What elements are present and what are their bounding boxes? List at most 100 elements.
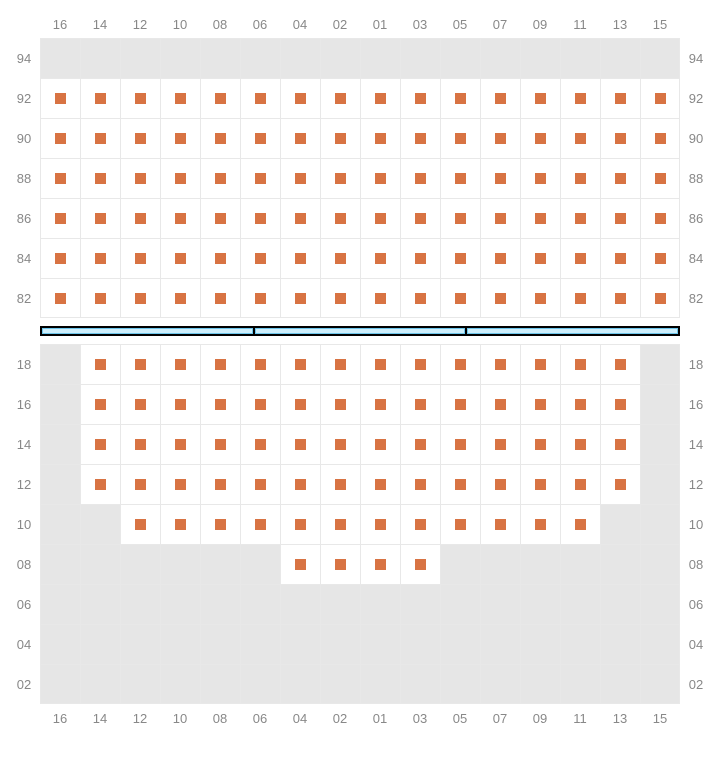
seat-cell[interactable]	[600, 158, 640, 198]
seat-cell[interactable]	[240, 424, 280, 464]
seat-cell[interactable]	[280, 118, 320, 158]
seat-cell[interactable]	[200, 78, 240, 118]
seat-cell[interactable]	[80, 344, 120, 384]
seat-cell[interactable]	[560, 278, 600, 318]
seat-cell[interactable]	[160, 198, 200, 238]
seat-cell[interactable]	[200, 344, 240, 384]
seat-cell[interactable]	[480, 118, 520, 158]
seat-cell[interactable]	[480, 464, 520, 504]
seat-cell[interactable]	[160, 238, 200, 278]
seat-cell[interactable]	[400, 384, 440, 424]
seat-cell[interactable]	[320, 384, 360, 424]
seat-cell[interactable]	[360, 424, 400, 464]
seat-cell[interactable]	[440, 504, 480, 544]
seat-cell[interactable]	[120, 78, 160, 118]
seat-cell[interactable]	[560, 238, 600, 278]
seat-cell[interactable]	[560, 198, 600, 238]
seat-cell[interactable]	[120, 278, 160, 318]
seat-cell[interactable]	[520, 344, 560, 384]
seat-cell[interactable]	[560, 118, 600, 158]
seat-cell[interactable]	[520, 198, 560, 238]
seat-cell[interactable]	[400, 118, 440, 158]
seat-cell[interactable]	[520, 384, 560, 424]
seat-cell[interactable]	[200, 278, 240, 318]
seat-cell[interactable]	[120, 504, 160, 544]
seat-cell[interactable]	[440, 158, 480, 198]
seat-cell[interactable]	[360, 504, 400, 544]
seat-cell[interactable]	[600, 118, 640, 158]
seat-cell[interactable]	[520, 278, 560, 318]
seat-cell[interactable]	[560, 464, 600, 504]
seat-cell[interactable]	[40, 158, 80, 198]
seat-cell[interactable]	[160, 78, 200, 118]
seat-cell[interactable]	[40, 118, 80, 158]
seat-cell[interactable]	[400, 78, 440, 118]
seat-cell[interactable]	[120, 464, 160, 504]
seat-cell[interactable]	[240, 278, 280, 318]
seat-cell[interactable]	[120, 424, 160, 464]
seat-cell[interactable]	[320, 198, 360, 238]
seat-cell[interactable]	[480, 158, 520, 198]
seat-cell[interactable]	[120, 158, 160, 198]
seat-cell[interactable]	[80, 238, 120, 278]
seat-cell[interactable]	[400, 198, 440, 238]
seat-cell[interactable]	[240, 158, 280, 198]
seat-cell[interactable]	[600, 384, 640, 424]
seat-cell[interactable]	[400, 344, 440, 384]
seat-cell[interactable]	[280, 424, 320, 464]
seat-cell[interactable]	[480, 344, 520, 384]
seat-cell[interactable]	[40, 238, 80, 278]
seat-cell[interactable]	[400, 504, 440, 544]
seat-cell[interactable]	[240, 78, 280, 118]
seat-cell[interactable]	[560, 78, 600, 118]
seat-cell[interactable]	[120, 198, 160, 238]
seat-cell[interactable]	[280, 504, 320, 544]
seat-cell[interactable]	[280, 464, 320, 504]
seat-cell[interactable]	[200, 118, 240, 158]
seat-cell[interactable]	[240, 344, 280, 384]
seat-cell[interactable]	[280, 544, 320, 584]
seat-cell[interactable]	[560, 344, 600, 384]
seat-cell[interactable]	[360, 198, 400, 238]
seat-cell[interactable]	[320, 78, 360, 118]
seat-cell[interactable]	[480, 278, 520, 318]
seat-cell[interactable]	[40, 278, 80, 318]
seat-cell[interactable]	[520, 464, 560, 504]
seat-cell[interactable]	[240, 118, 280, 158]
seat-cell[interactable]	[600, 198, 640, 238]
seat-cell[interactable]	[320, 158, 360, 198]
seat-cell[interactable]	[200, 158, 240, 198]
seat-cell[interactable]	[640, 238, 680, 278]
seat-cell[interactable]	[400, 464, 440, 504]
seat-cell[interactable]	[360, 464, 400, 504]
seat-cell[interactable]	[80, 158, 120, 198]
seat-cell[interactable]	[400, 424, 440, 464]
seat-cell[interactable]	[320, 464, 360, 504]
seat-cell[interactable]	[160, 384, 200, 424]
seat-cell[interactable]	[440, 464, 480, 504]
seat-cell[interactable]	[80, 278, 120, 318]
seat-cell[interactable]	[560, 504, 600, 544]
seat-cell[interactable]	[400, 158, 440, 198]
seat-cell[interactable]	[440, 344, 480, 384]
seat-cell[interactable]	[40, 78, 80, 118]
seat-cell[interactable]	[280, 78, 320, 118]
seat-cell[interactable]	[240, 504, 280, 544]
seat-cell[interactable]	[80, 384, 120, 424]
seat-cell[interactable]	[160, 464, 200, 504]
seat-cell[interactable]	[440, 278, 480, 318]
seat-cell[interactable]	[600, 238, 640, 278]
seat-cell[interactable]	[440, 198, 480, 238]
seat-cell[interactable]	[360, 544, 400, 584]
seat-cell[interactable]	[480, 198, 520, 238]
seat-cell[interactable]	[440, 118, 480, 158]
seat-cell[interactable]	[360, 158, 400, 198]
seat-cell[interactable]	[480, 238, 520, 278]
seat-cell[interactable]	[240, 238, 280, 278]
seat-cell[interactable]	[440, 238, 480, 278]
seat-cell[interactable]	[560, 424, 600, 464]
seat-cell[interactable]	[80, 464, 120, 504]
seat-cell[interactable]	[520, 424, 560, 464]
seat-cell[interactable]	[120, 384, 160, 424]
seat-cell[interactable]	[320, 504, 360, 544]
